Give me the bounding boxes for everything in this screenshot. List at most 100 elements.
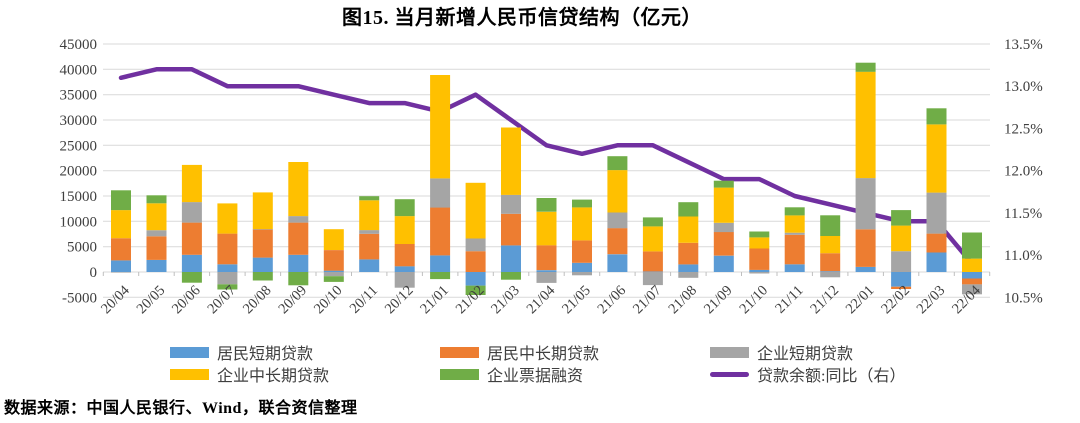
bar-segment-corporate-medium-long-term-loans-21/02 <box>465 182 486 239</box>
bar-segment-resident-medium-long-term-loans-22/03 <box>926 233 947 253</box>
x-axis-label-21/11: 21/11 <box>772 283 806 317</box>
bar-segment-resident-medium-long-term-loans-21/05 <box>572 240 592 263</box>
x-axis-ticks <box>102 272 991 276</box>
left-axis-label: 45000 <box>60 37 98 53</box>
bar-segment-corporate-bill-financing-21/10 <box>749 231 770 238</box>
bar-segment-corporate-medium-long-term-loans-20/10 <box>323 229 344 250</box>
source-note: 数据来源：中国人民银行、Wind，联合资信整理 <box>4 400 358 417</box>
bar-segment-resident-short-term-loans-21/04 <box>536 270 557 272</box>
x-axis-label-20/05: 20/05 <box>134 283 169 318</box>
right-axis-label: 13.0% <box>1004 79 1043 95</box>
bar-segment-corporate-medium-long-term-loans-21/05 <box>572 207 592 241</box>
left-axis-label: 5000 <box>67 240 97 256</box>
bar-segment-resident-short-term-loans-21/06 <box>607 254 628 272</box>
legend-item-corporate-bill-financing: 企业票据融资 <box>440 365 583 385</box>
x-axis-label-21/03: 21/03 <box>488 283 523 318</box>
bar-segment-corporate-bill-financing-21/01 <box>430 272 451 280</box>
bar-segment-corporate-short-term-loans-20/09 <box>288 216 309 223</box>
bar-segment-resident-medium-long-term-loans-20/12 <box>394 244 415 267</box>
stacked-bars <box>111 62 982 295</box>
bar-segment-resident-short-term-loans-20/05 <box>146 259 167 272</box>
bar-segment-corporate-medium-long-term-loans-20/11 <box>359 200 380 231</box>
bar-segment-corporate-medium-long-term-loans-20/08 <box>252 192 273 230</box>
bar-segment-resident-medium-long-term-loans-21/04 <box>536 245 557 271</box>
bar-segment-corporate-short-term-loans-21/09 <box>713 222 734 233</box>
bar-segment-corporate-bill-financing-21/05 <box>572 199 592 208</box>
x-axis-label-20/10: 20/10 <box>311 283 346 318</box>
left-axis-label: 20000 <box>60 164 98 180</box>
right-axis-label: 11.5% <box>1004 206 1042 222</box>
x-axis-label-20/12: 20/12 <box>382 283 417 318</box>
legend-swatch-loan-balance-yoy-right <box>710 371 749 377</box>
bar-segment-corporate-short-term-loans-21/12 <box>820 272 841 278</box>
left-axis-label: 40000 <box>60 62 98 78</box>
bar-segment-corporate-medium-long-term-loans-20/12 <box>394 216 415 244</box>
bar-segment-corporate-medium-long-term-loans-20/04 <box>111 210 131 239</box>
bar-segment-resident-short-term-loans-21/08 <box>678 264 699 272</box>
bar-segment-resident-short-term-loans-21/09 <box>713 255 734 272</box>
bar-segment-resident-medium-long-term-loans-21/03 <box>501 213 521 246</box>
left-axis-label: -5000 <box>62 290 97 306</box>
bar-segment-corporate-medium-long-term-loans-21/04 <box>536 211 557 246</box>
bar-segment-corporate-medium-long-term-loans-22/04 <box>962 258 982 272</box>
bar-segment-resident-short-term-loans-20/11 <box>359 259 380 272</box>
x-axis-label-20/04: 20/04 <box>98 282 133 317</box>
bar-segment-corporate-short-term-loans-20/06 <box>181 202 202 223</box>
bar-segment-corporate-medium-long-term-loans-20/05 <box>146 203 167 231</box>
x-axis-label-20/06: 20/06 <box>169 283 204 318</box>
bar-segment-resident-short-term-loans-22/03 <box>926 252 947 272</box>
bar-segment-corporate-short-term-loans-21/01 <box>430 178 451 208</box>
left-axis-label: 10000 <box>60 214 98 230</box>
bar-segment-resident-medium-long-term-loans-20/04 <box>111 238 131 261</box>
bar-segment-resident-medium-long-term-loans-20/08 <box>252 229 273 258</box>
bar-segment-corporate-short-term-loans-20/05 <box>146 230 167 237</box>
right-axis-label: 10.5% <box>1004 290 1043 306</box>
bar-segment-resident-medium-long-term-loans-20/10 <box>323 250 344 271</box>
x-axis-label-21/09: 21/09 <box>701 283 736 318</box>
bar-segment-corporate-medium-long-term-loans-20/06 <box>181 164 202 203</box>
legend-item-corporate-medium-long-term-loans: 企业中长期贷款 <box>170 365 329 385</box>
bar-segment-resident-short-term-loans-20/10 <box>323 270 344 272</box>
legend-item-resident-medium-long-term-loans: 居民中长期贷款 <box>440 343 600 363</box>
x-axis-label-20/11: 20/11 <box>347 283 381 317</box>
x-axis-label-22/01: 22/01 <box>843 283 878 318</box>
x-axis-label-21/07: 21/07 <box>630 283 665 318</box>
chart-plot-area: 45000 40000 35000 30000 25000 20000 15000 10000… <box>60 37 1043 318</box>
bar-segment-corporate-medium-long-term-loans-21/03 <box>501 127 521 195</box>
bar-segment-corporate-short-term-loans-20/07 <box>217 272 238 285</box>
left-axis-label: 15000 <box>60 189 98 205</box>
bar-segment-corporate-bill-financing-20/05 <box>146 195 167 204</box>
bar-segment-resident-medium-long-term-loans-20/11 <box>359 233 380 260</box>
bar-segment-corporate-short-term-loans-22/01 <box>855 178 876 230</box>
bar-segment-corporate-bill-financing-21/12 <box>820 215 841 236</box>
bar-segment-corporate-bill-financing-22/02 <box>891 210 912 226</box>
bar-segment-corporate-bill-financing-21/03 <box>501 272 521 280</box>
bar-segment-resident-short-term-loans-21/05 <box>572 262 592 272</box>
bar-segment-corporate-bill-financing-21/09 <box>713 180 734 188</box>
bar-segment-corporate-bill-financing-21/04 <box>536 198 557 212</box>
bar-segment-resident-short-term-loans-20/04 <box>111 260 131 272</box>
bar-segment-corporate-bill-financing-20/06 <box>181 272 202 283</box>
right-axis-label: 12.5% <box>1004 121 1043 137</box>
bar-segment-corporate-bill-financing-20/11 <box>359 196 380 201</box>
bar-segment-corporate-bill-financing-20/07 <box>217 284 238 290</box>
legend-swatch-resident-medium-long-term-loans <box>440 346 479 358</box>
bar-segment-corporate-bill-financing-21/07 <box>642 217 663 227</box>
right-axis-label: 13.5% <box>1004 37 1043 53</box>
bar-segment-corporate-short-term-loans-22/02 <box>891 251 912 272</box>
bar-segment-corporate-bill-financing-20/04 <box>111 190 131 211</box>
bar-segment-corporate-short-term-loans-21/04 <box>536 272 557 283</box>
left-axis-label: 30000 <box>60 113 98 129</box>
bar-segment-corporate-bill-financing-22/01 <box>855 62 876 72</box>
bar-segment-resident-medium-long-term-loans-21/12 <box>820 253 841 272</box>
bar-segment-corporate-medium-long-term-loans-22/01 <box>855 71 876 179</box>
x-axis-label-22/03: 22/03 <box>914 283 949 318</box>
bar-segment-corporate-short-term-loans-21/03 <box>501 194 521 214</box>
bar-segment-resident-medium-long-term-loans-22/01 <box>855 229 876 267</box>
legend-label-resident-medium-long-term-loans: 居民中长期贷款 <box>487 346 600 363</box>
bar-segment-corporate-bill-financing-20/08 <box>252 272 273 281</box>
bar-segment-corporate-medium-long-term-loans-21/12 <box>820 236 841 254</box>
bar-segment-resident-short-term-loans-20/06 <box>181 254 202 272</box>
bar-segment-corporate-short-term-loans-21/10 <box>749 272 770 274</box>
legend-label-loan-balance-yoy-right: 贷款余额:同比（右） <box>757 368 906 385</box>
